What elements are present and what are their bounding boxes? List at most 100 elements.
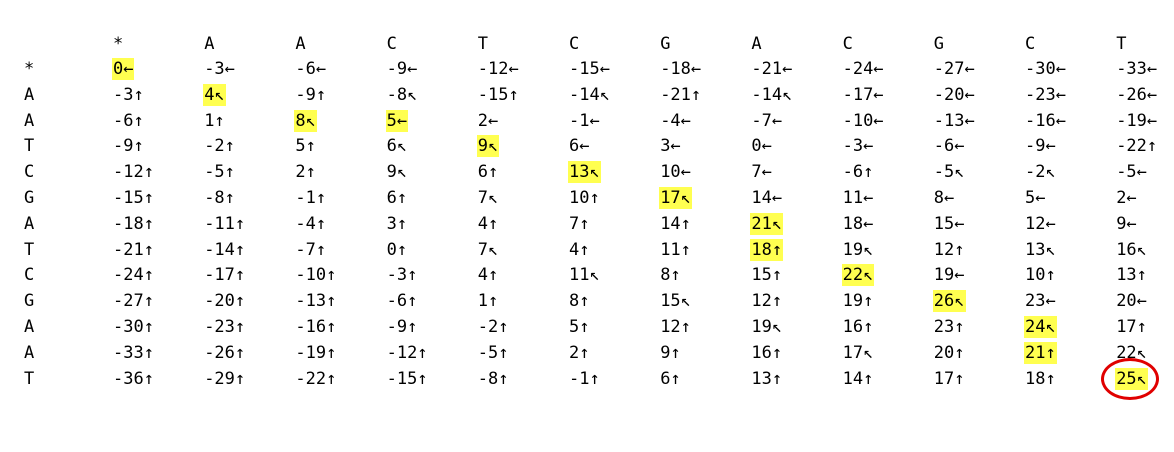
score-cell: 9← (1116, 213, 1137, 234)
score-cell: -27← (933, 59, 975, 79)
score-cell: 6↑ (386, 188, 408, 208)
score-cell: -14↖ (751, 84, 793, 105)
score-cell: -14↖ (569, 84, 610, 105)
highlighted-score-cell: 17↖ (659, 187, 692, 209)
highlighted-score-cell: 21↑ (1024, 341, 1057, 364)
score-cell: -1↑ (569, 368, 600, 389)
score-cell: -6← (933, 136, 965, 157)
score-cell: 1↑ (204, 110, 225, 131)
score-cell: 6↑ (477, 162, 499, 183)
score-cell: -19← (1116, 110, 1158, 131)
highlighted-score-cell: 0← (112, 58, 135, 80)
score-cell: -3↑ (113, 84, 144, 105)
row-header: A (24, 342, 35, 363)
score-cell: 18← (842, 213, 874, 234)
highlighted-score-cell: 21↖ (750, 212, 784, 235)
score-cell: 19↖ (842, 239, 874, 260)
score-cell: 7← (751, 162, 772, 183)
score-cell: -33← (1116, 59, 1158, 79)
column-header: A (204, 34, 215, 54)
score-cell: -21↑ (113, 239, 154, 260)
score-cell: 14↑ (660, 213, 691, 234)
score-cell: 7↖ (477, 239, 499, 260)
score-cell: -1← (569, 110, 600, 131)
score-cell: -8↖ (386, 84, 418, 105)
score-cell: -36↑ (113, 368, 154, 389)
score-cell: -23← (1025, 84, 1066, 105)
score-cell: -21↑ (660, 84, 702, 105)
column-header: G (933, 34, 945, 54)
score-cell: 17↑ (1116, 317, 1147, 337)
score-cell: -8↑ (204, 188, 235, 208)
score-cell: 15← (933, 213, 965, 234)
column-header: * (113, 34, 124, 54)
score-cell: -2↑ (477, 317, 509, 337)
row-header: A (24, 213, 35, 234)
score-cell: -15↑ (386, 368, 428, 389)
score-cell: 14↑ (842, 368, 874, 389)
score-cell: 16↑ (751, 342, 783, 363)
score-cell: -20← (933, 84, 975, 105)
score-cell: -7↑ (295, 239, 327, 260)
row-header: * (24, 59, 35, 79)
score-cell: -3← (204, 59, 235, 79)
highlighted-score-cell: 24↖ (1024, 316, 1057, 338)
score-cell: 4↑ (477, 265, 499, 286)
score-cell: 7↖ (477, 188, 499, 208)
score-cell: 5↑ (295, 136, 316, 157)
score-cell: -18↑ (113, 213, 154, 234)
score-cell: 17↖ (842, 342, 874, 363)
highlighted-score-cell: 5← (385, 109, 409, 132)
score-cell: -9↑ (386, 317, 418, 337)
score-cell: -33↑ (113, 342, 154, 363)
row-header: T (24, 368, 35, 389)
highlighted-score-cell: 8↖ (294, 109, 317, 132)
score-cell: 8↑ (569, 291, 590, 312)
score-cell: -5↖ (933, 162, 965, 183)
score-cell: 2← (1116, 188, 1137, 208)
highlighted-score-cell: 13↖ (568, 161, 601, 184)
row-header: C (24, 162, 35, 183)
score-cell: -9↑ (113, 136, 144, 157)
score-cell: 3↑ (386, 213, 408, 234)
score-cell: -26← (1116, 84, 1158, 105)
score-cell: 15↑ (751, 265, 783, 286)
score-cell: -4↑ (295, 213, 327, 234)
score-cell: -15↑ (113, 188, 154, 208)
score-cell: 9↖ (386, 162, 408, 183)
score-cell: -17← (842, 84, 884, 105)
score-cell: 20↑ (933, 342, 965, 363)
score-cell: -23↑ (204, 317, 246, 337)
score-cell: 16↖ (1116, 239, 1147, 260)
score-cell: -18← (660, 59, 702, 79)
score-cell: -5↑ (477, 342, 509, 363)
row-header: A (24, 317, 35, 337)
score-cell: -10← (842, 110, 884, 131)
score-cell: -4← (660, 110, 691, 131)
score-cell: -13← (933, 110, 975, 131)
score-cell: -30↑ (113, 317, 154, 337)
score-cell: -24← (842, 59, 884, 79)
score-cell: 8← (933, 188, 955, 208)
row-header: T (24, 239, 35, 260)
score-cell: 12← (1025, 213, 1056, 234)
score-cell: 12↑ (660, 317, 691, 337)
score-cell: -10↑ (295, 265, 337, 286)
score-cell: 10↑ (1025, 265, 1056, 286)
highlighted-score-cell: 9↖ (476, 135, 500, 158)
score-cell: -3← (842, 136, 874, 157)
row-header: A (24, 84, 35, 105)
score-cell: 12↑ (933, 239, 965, 260)
score-cell: -30← (1025, 59, 1066, 79)
column-header: A (751, 34, 762, 54)
score-cell: 1↑ (477, 291, 499, 312)
score-cell: -22↑ (1116, 136, 1158, 157)
score-cell: -12↑ (386, 342, 428, 363)
score-cell: 13↑ (1116, 265, 1147, 286)
highlighted-score-cell: 4↖ (203, 83, 226, 106)
column-header: T (1116, 34, 1127, 54)
score-cell: 22↖ (1116, 342, 1147, 363)
score-cell: -19↑ (295, 342, 337, 363)
row-header: A (24, 110, 35, 131)
score-cell: 20← (1116, 291, 1147, 312)
